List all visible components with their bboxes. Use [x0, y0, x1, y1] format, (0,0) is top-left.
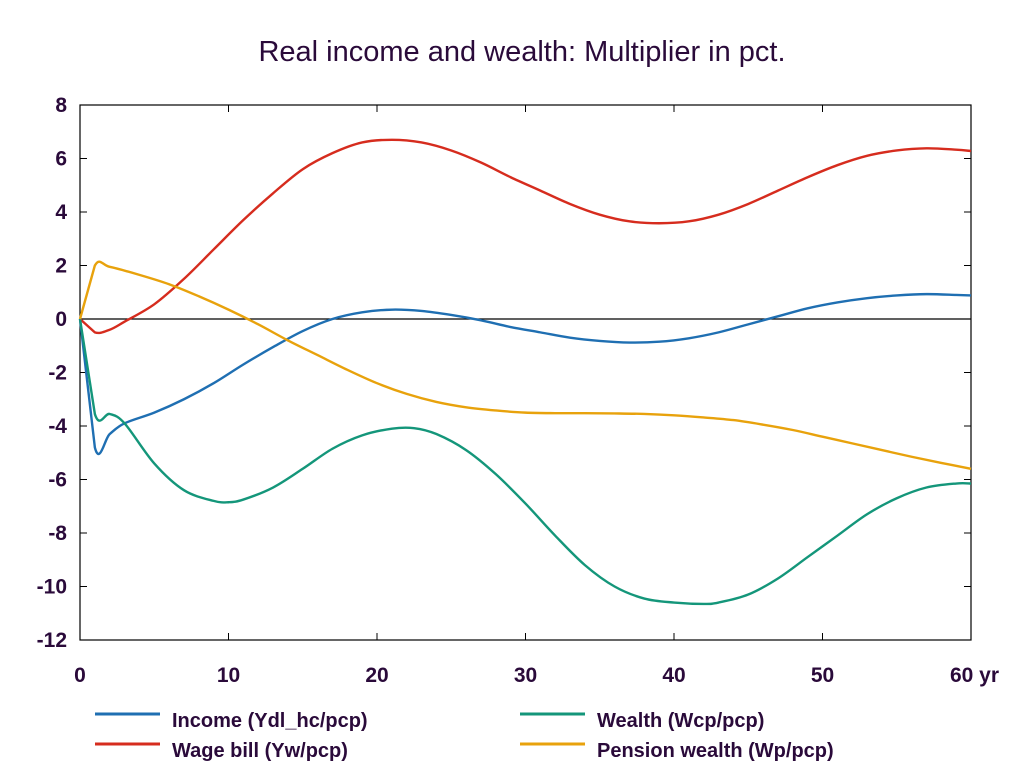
y-tick-label: 2: [55, 255, 67, 278]
y-tick-label: 8: [55, 94, 67, 117]
legend-label: Wealth (Wcp/pcp): [597, 710, 764, 732]
legend-label: Wage bill (Yw/pcp): [172, 740, 348, 762]
legend-label: Pension wealth (Wp/pcp): [597, 740, 834, 762]
x-axis: 0 10 20 30 40 50 60 yr: [74, 105, 999, 687]
series-lines: [78, 138, 972, 606]
legend-label: Income (Ydl_hc/pcp): [172, 710, 368, 732]
x-tick-label: 60 yr: [950, 664, 999, 687]
y-tick-label: 4: [55, 201, 67, 224]
y-tick-label: -8: [48, 522, 67, 545]
x-tick-label: 40: [662, 664, 685, 687]
y-tick-label: -4: [48, 415, 67, 438]
series-line-3: [78, 260, 972, 470]
series-line-2: [78, 318, 972, 606]
chart-title: Real income and wealth: Multiplier in pc…: [258, 36, 785, 68]
series-line-1: [79, 138, 972, 335]
y-tick-label: -2: [48, 362, 67, 385]
series-line-0: [78, 292, 972, 456]
x-tick-label: 10: [217, 664, 240, 687]
y-tick-label: 6: [55, 148, 67, 171]
y-tick-label: -12: [37, 629, 67, 652]
x-tick-label: 50: [811, 664, 834, 687]
x-tick-label: 30: [514, 664, 537, 687]
y-tick-label: -6: [48, 469, 67, 492]
y-tick-label: 0: [55, 308, 67, 331]
x-tick-label: 20: [365, 664, 388, 687]
y-tick-label: -10: [37, 576, 67, 599]
y-axis: -12 -10 -8 -6 -4 -2 0 2 4 6 8: [37, 94, 971, 652]
x-tick-label: 0: [74, 664, 86, 687]
legend: Income (Ydl_hc/pcp) Wage bill (Yw/pcp) Wea…: [95, 710, 834, 762]
